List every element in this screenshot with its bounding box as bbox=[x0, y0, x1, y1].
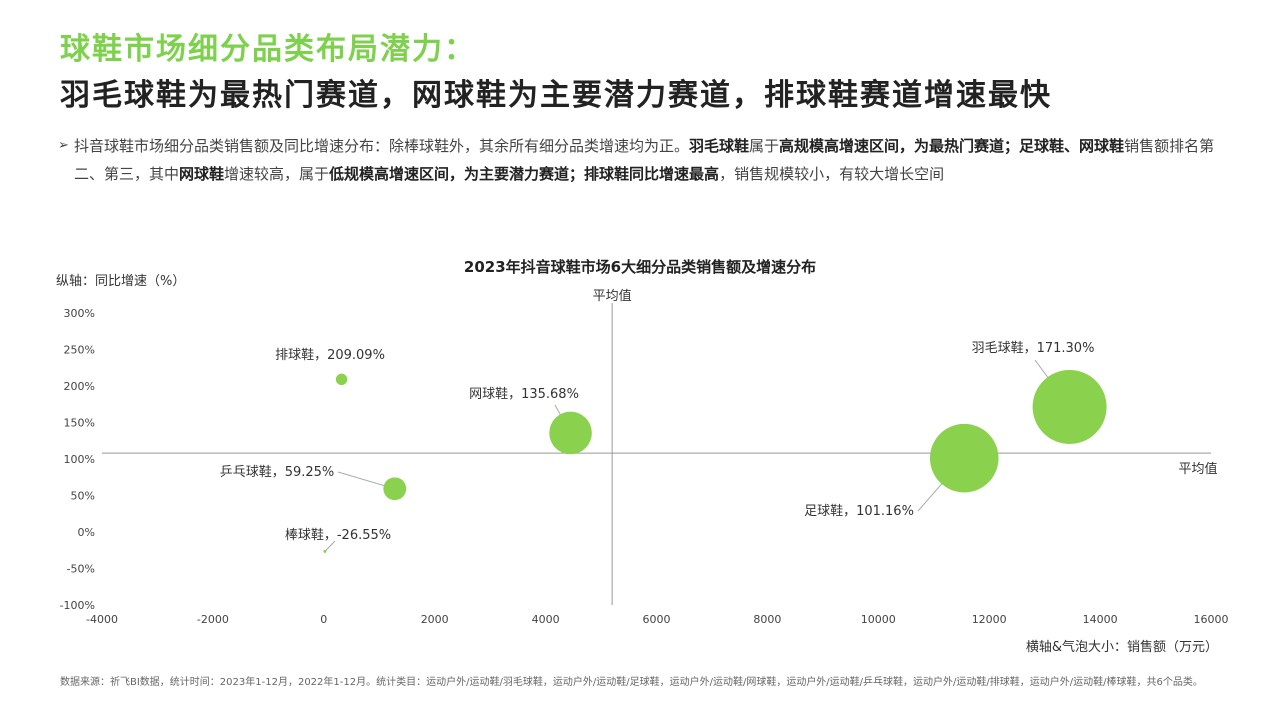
bubble-棒球鞋 bbox=[323, 549, 327, 553]
summary-segment: 高规模高增速区间，为最热门赛道；足球鞋、网球鞋 bbox=[779, 137, 1125, 155]
bullet-arrow-icon: ➢ bbox=[58, 138, 69, 153]
summary-segment: ，销售规模较小，有较大增长空间 bbox=[719, 165, 945, 183]
y-tick-label: 250% bbox=[64, 344, 95, 357]
y-tick-label: 200% bbox=[64, 380, 95, 393]
data-label: 排球鞋，209.09% bbox=[275, 347, 385, 363]
x-tick-label: 16000 bbox=[1194, 613, 1229, 626]
x-tick-label: 8000 bbox=[753, 613, 781, 626]
x-tick-label: 4000 bbox=[532, 613, 560, 626]
y-tick-label: 150% bbox=[64, 417, 95, 430]
y-tick-label: 0% bbox=[78, 526, 95, 539]
chart-title: 2023年抖音球鞋市场6大细分品类销售额及增速分布 bbox=[463, 258, 817, 276]
data-label: 羽毛球鞋，171.30% bbox=[972, 340, 1095, 356]
x-tick-label: 14000 bbox=[1083, 613, 1118, 626]
summary-segment: 羽毛球鞋 bbox=[689, 137, 750, 155]
x-tick-label: 6000 bbox=[643, 613, 671, 626]
y-tick-label: -50% bbox=[67, 563, 95, 576]
summary-segment: 抖音球鞋市场细分品类销售额及同比增速分布：除棒球鞋外，其余所有细分品类增速均为正… bbox=[74, 137, 690, 155]
summary-paragraph: ➢ 抖音球鞋市场细分品类销售额及同比增速分布：除棒球鞋外，其余所有细分品类增速均… bbox=[58, 132, 1218, 188]
y-tick-label: 300% bbox=[64, 307, 95, 320]
data-label: 足球鞋，101.16% bbox=[804, 503, 914, 519]
data-label: 网球鞋，135.68% bbox=[469, 386, 579, 402]
bubble-chart: 纵轴：同比增速（%） 横轴&气泡大小：销售额（万元） 300% 250% 200% 150… bbox=[56, 274, 1229, 655]
data-label: 乒乓球鞋，59.25% bbox=[220, 464, 335, 480]
x-tick-label: -4000 bbox=[86, 613, 118, 626]
x-tick-label: 10000 bbox=[861, 613, 896, 626]
x-tick-label: 0 bbox=[320, 613, 327, 626]
page-title: 球鞋市场细分品类布局潜力： bbox=[60, 32, 476, 67]
data-label: 棒球鞋，-26.55% bbox=[285, 527, 391, 543]
x-tick-label: -2000 bbox=[197, 613, 229, 626]
bubble-乒乓球鞋 bbox=[383, 477, 407, 501]
x-axis-label: 横轴&气泡大小：销售额（万元） bbox=[1026, 639, 1218, 655]
summary-text: 抖音球鞋市场细分品类销售额及同比增速分布：除棒球鞋外，其余所有细分品类增速均为正… bbox=[58, 132, 1218, 188]
average-label-vertical: 平均值 bbox=[593, 288, 632, 304]
summary-segment: 增速较高，属于 bbox=[224, 165, 330, 183]
y-tick-label: 100% bbox=[64, 453, 95, 466]
page-subtitle: 羽毛球鞋为最热门赛道，网球鞋为主要潜力赛道，排球鞋赛道增速最快 bbox=[60, 78, 1052, 113]
leader-line bbox=[324, 540, 336, 552]
bubble-网球鞋 bbox=[549, 411, 592, 455]
summary-segment: 低规模高增速区间，为主要潜力赛道；排球鞋同比增速最高 bbox=[329, 165, 720, 183]
y-tick-label: -100% bbox=[60, 599, 95, 612]
y-tick-label: 50% bbox=[71, 490, 95, 503]
summary-segment: 网球鞋 bbox=[179, 165, 225, 183]
x-tick-label: 12000 bbox=[972, 613, 1007, 626]
data-source-footnote: 数据来源：祈飞BI数据，统计时间：2023年1-12月，2022年1-12月。统… bbox=[60, 677, 1203, 688]
summary-segment: 销售额排名第二、第三，其中 bbox=[74, 137, 1215, 183]
bubble-排球鞋 bbox=[335, 373, 348, 386]
summary-segment: 属于 bbox=[749, 137, 780, 155]
average-label-horizontal: 平均值 bbox=[1178, 461, 1217, 477]
x-tick-label: 2000 bbox=[421, 613, 449, 626]
y-axis-label: 纵轴：同比增速（%） bbox=[56, 274, 185, 289]
bubble-羽毛球鞋 bbox=[1032, 369, 1107, 444]
bubble-足球鞋 bbox=[929, 423, 999, 493]
